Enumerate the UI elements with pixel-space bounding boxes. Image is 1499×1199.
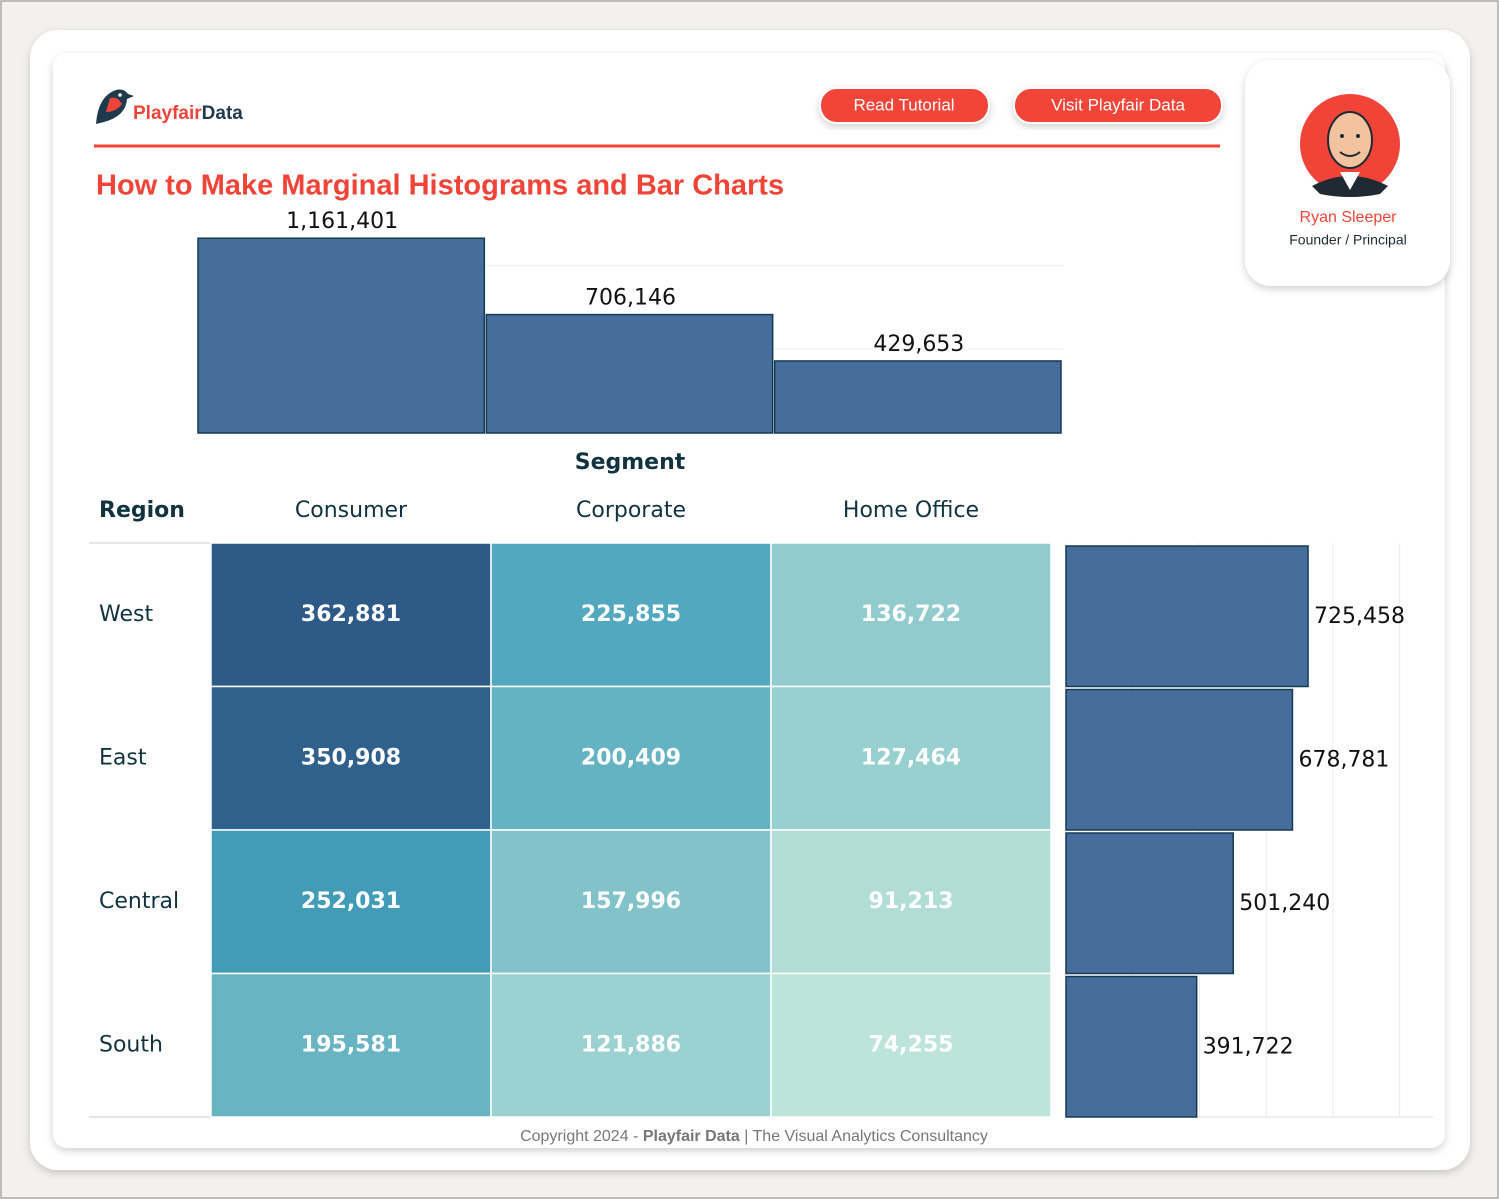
logo-part: Data (202, 103, 244, 124)
heat-cell (490, 542, 772, 688)
cell-label: 74,255 (869, 1032, 954, 1057)
row-header: Region (99, 498, 185, 523)
value-label: 725,458 (1314, 604, 1405, 629)
heat-cell (210, 829, 492, 975)
value-label: 678,781 (1298, 747, 1389, 772)
footer-text: Copyright 2024 - (520, 1128, 638, 1145)
bar (485, 313, 774, 434)
cell-label: 252,031 (301, 889, 401, 914)
heat-cell (210, 685, 492, 831)
profile-name: Ryan Sleeper (1300, 209, 1398, 226)
footer-text: | The Visual Analytics Consultancy (744, 1128, 988, 1145)
heat-cell (770, 829, 1052, 975)
bar (773, 360, 1062, 434)
profile-role: Founder / Principal (1289, 232, 1407, 248)
heat-cell (490, 685, 772, 831)
value-label: 429,653 (873, 332, 964, 357)
cell-label: 91,213 (869, 889, 954, 914)
bar (1065, 688, 1294, 831)
bar (1065, 832, 1234, 975)
row-label: South (99, 1032, 163, 1057)
dashboard-title: How to Make Marginal Histograms and Bar … (96, 170, 784, 202)
cell-label: 225,855 (581, 602, 681, 627)
cell-label: 350,908 (301, 745, 401, 770)
column-label: Corporate (576, 498, 686, 523)
heat-cell (770, 972, 1052, 1118)
cell-label: 136,722 (861, 602, 961, 627)
charts: 1,161,401 706,146 429,653 Segment Region Cons… (89, 209, 1433, 1118)
button-label[interactable]: Read Tutorial (853, 95, 954, 114)
column-label: Home Office (843, 498, 979, 523)
avatar (1300, 94, 1400, 197)
logo: PlayfairData (96, 89, 243, 124)
cell-label: 362,881 (301, 602, 401, 627)
button[interactable] (1013, 87, 1223, 124)
heat-cell (770, 542, 1052, 688)
cell-label: 195,581 (301, 1032, 401, 1057)
heat-cell (490, 972, 772, 1118)
bar (1065, 975, 1198, 1118)
cell-label: 127,464 (861, 745, 961, 770)
row-label: Central (99, 889, 179, 914)
logo-part: Playfair (133, 103, 202, 124)
heat-cell (210, 542, 492, 688)
value-label: 501,240 (1239, 891, 1330, 916)
column-label: Consumer (295, 498, 408, 523)
button[interactable] (819, 87, 990, 124)
heat-cell (770, 685, 1052, 831)
value-label: 706,146 (585, 286, 676, 311)
row-label: East (99, 745, 147, 770)
value-label: 1,161,401 (286, 209, 398, 234)
bar (1065, 545, 1309, 688)
bar (197, 237, 486, 434)
footer-brand: Playfair Data (643, 1128, 740, 1145)
row-label: West (99, 602, 153, 627)
value-label: 391,722 (1203, 1034, 1294, 1059)
cell-label: 200,409 (581, 745, 681, 770)
cell-label: 121,886 (581, 1032, 681, 1057)
heat-cell (210, 972, 492, 1118)
cell-label: 157,996 (581, 889, 681, 914)
logo-text: PlayfairData (133, 103, 243, 124)
button-label[interactable]: Visit Playfair Data (1051, 95, 1185, 114)
x-axis-label: Segment (575, 450, 686, 475)
footer: Copyright 2024 - Playfair Data | The Vis… (520, 1128, 988, 1145)
